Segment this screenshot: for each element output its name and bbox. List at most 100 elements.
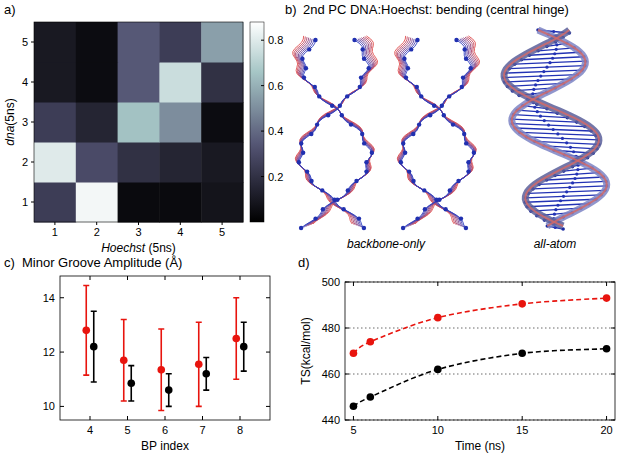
cell	[76, 62, 118, 103]
title: 2nd PC DNA:Hoechst: bending (central hin…	[303, 2, 569, 17]
atom	[534, 83, 537, 86]
atom	[326, 113, 330, 117]
atom	[404, 75, 408, 79]
caption: all-atom	[534, 237, 577, 251]
atom	[553, 213, 556, 216]
point	[202, 370, 210, 378]
frame	[345, 282, 615, 420]
atom	[320, 188, 324, 192]
atom	[309, 132, 313, 136]
point	[367, 393, 375, 401]
cell	[118, 102, 160, 143]
base-pair	[506, 70, 583, 73]
cell	[118, 182, 160, 223]
atom	[462, 132, 466, 136]
cell	[159, 62, 201, 103]
atom	[466, 160, 470, 164]
strand	[298, 40, 370, 228]
cell	[76, 102, 118, 143]
tick-label: 2	[22, 156, 28, 168]
atom	[352, 38, 356, 42]
point	[350, 350, 358, 358]
label-part: (5ns)	[145, 241, 176, 255]
cell	[76, 22, 118, 63]
tick	[353, 282, 354, 420]
atom	[565, 190, 568, 193]
colorbar	[250, 22, 264, 222]
atom	[302, 75, 306, 79]
tick-label: 12	[43, 346, 55, 358]
atom	[542, 70, 545, 73]
strand	[403, 40, 474, 228]
atom	[409, 47, 413, 51]
base-pair	[512, 124, 584, 127]
ribbon	[504, 30, 599, 226]
atom	[462, 47, 466, 51]
atom	[568, 186, 571, 189]
atom	[437, 198, 441, 202]
frame	[60, 276, 270, 420]
tick-label: 7	[199, 424, 205, 436]
tick-label: 6	[162, 424, 168, 436]
atom	[349, 122, 353, 126]
error-bar	[203, 358, 209, 391]
strand	[297, 38, 374, 226]
atom	[354, 179, 358, 183]
point	[195, 361, 203, 369]
atom	[411, 179, 415, 183]
error-bar	[121, 319, 127, 401]
error-bar	[233, 298, 239, 380]
atom	[554, 208, 557, 211]
point	[518, 300, 526, 308]
grid-line	[345, 328, 615, 329]
tick-label: 5	[350, 424, 356, 436]
tick-label: 440	[322, 414, 340, 426]
tick	[345, 420, 615, 421]
atom	[401, 226, 405, 230]
panel-label: d)	[298, 255, 310, 270]
atom	[464, 226, 468, 230]
axis-title: Hoechst (5ns)	[101, 241, 176, 255]
strand	[399, 38, 474, 226]
atom	[341, 207, 345, 211]
atom	[297, 160, 301, 164]
base-pair	[515, 61, 586, 64]
atom	[572, 150, 575, 153]
line	[353, 349, 606, 407]
tick	[345, 328, 615, 329]
atom	[313, 38, 317, 42]
tick	[60, 352, 270, 353]
cell	[159, 182, 201, 223]
point	[434, 314, 442, 322]
tick	[165, 276, 166, 420]
atom	[358, 85, 362, 89]
strand	[398, 37, 478, 225]
base-pair	[526, 195, 601, 198]
atom	[317, 94, 321, 98]
error-bar	[128, 366, 134, 401]
atom	[360, 132, 364, 136]
atom	[338, 104, 342, 108]
atom	[313, 85, 317, 89]
line	[353, 298, 606, 353]
tick	[96, 222, 97, 225]
cells	[34, 22, 244, 223]
strand	[401, 40, 471, 228]
tick-label: 0.4	[268, 125, 283, 137]
tick	[31, 162, 34, 163]
figure: a)1234512345Hoechst (5ns)dna(5ns)0.20.40…	[0, 0, 629, 457]
strand	[295, 36, 377, 224]
atom	[304, 66, 308, 70]
cell	[201, 102, 243, 143]
error-bar	[166, 374, 172, 407]
strand	[296, 37, 375, 225]
cell	[34, 142, 76, 183]
tick	[522, 282, 523, 420]
axis-title: dna(5ns)	[3, 98, 17, 145]
strand	[402, 39, 475, 227]
strand	[397, 36, 479, 224]
cell	[201, 182, 243, 223]
label-part: dna	[3, 125, 17, 145]
base-pair	[520, 132, 596, 135]
tick	[31, 42, 34, 43]
